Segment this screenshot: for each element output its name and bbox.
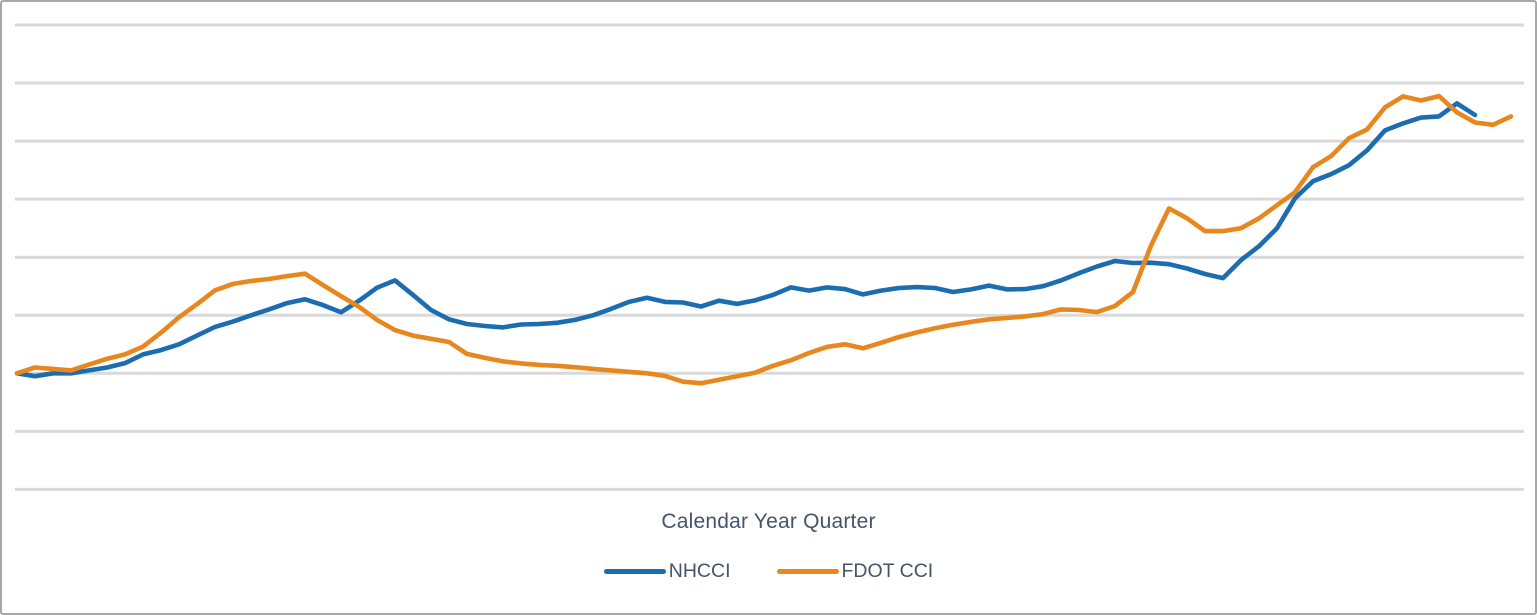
legend-item-fdot-cci: FDOT CCI xyxy=(776,560,934,583)
legend-item-nhcci: NHCCI xyxy=(603,560,731,583)
legend-label-nhcci: NHCCI xyxy=(668,560,731,582)
nhcci-line xyxy=(14,101,1478,379)
nhcci-line-swatch xyxy=(603,569,666,574)
fdot-cci-line-swatch xyxy=(776,569,839,574)
fdot-cci-line xyxy=(14,93,1514,386)
legend: NHCCI FDOT CCI xyxy=(2,560,1535,583)
gridlines xyxy=(15,23,1524,491)
x-axis-title: Calendar Year Quarter xyxy=(661,510,876,533)
legend-label-fdot-cci: FDOT CCI xyxy=(841,560,934,582)
series-lines xyxy=(14,93,1514,386)
